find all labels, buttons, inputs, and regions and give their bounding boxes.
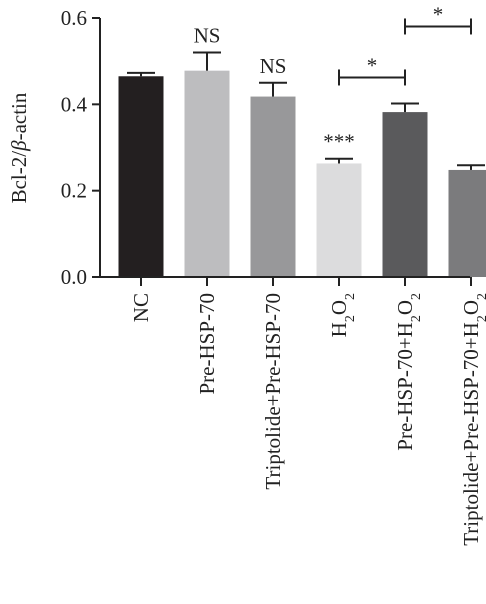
significance-label: NS xyxy=(194,24,221,48)
bar xyxy=(448,169,486,277)
y-axis: 0.0 0.2 0.4 0.6 xyxy=(61,6,101,289)
bar xyxy=(316,163,362,277)
significance-label: NS xyxy=(260,54,287,78)
x-axis: NC Pre-HSP-70 Triptolide+Pre-HSP-70 H2O2 Pre… xyxy=(99,276,486,546)
y-tick-label: 0.6 xyxy=(61,6,87,30)
x-tick-label: Triptolide+Pre-HSP-70 xyxy=(261,293,285,490)
significance-label: *** xyxy=(323,130,355,154)
y-tick-label: 0.2 xyxy=(61,179,87,203)
x-tick-label: Pre-HSP-70+H2O2 xyxy=(393,293,424,451)
y-axis-label: Bcl-2/β-actin xyxy=(7,92,31,203)
bracket-label: * xyxy=(433,2,444,26)
bars-group xyxy=(118,70,486,278)
bar xyxy=(118,76,164,278)
x-tick-label: Triptolide+Pre-HSP-70+H2O2 xyxy=(459,293,486,546)
x-tick-label: Pre-HSP-70 xyxy=(195,293,219,395)
x-tick-label: H2O2 xyxy=(327,293,358,337)
x-tick-label: NC xyxy=(129,293,153,322)
error-bars-group xyxy=(127,51,485,170)
y-tick-label: 0.0 xyxy=(61,265,87,289)
bracket-label: * xyxy=(367,53,378,77)
significance-bracket: * xyxy=(338,53,406,86)
significance-bracket: * xyxy=(404,2,472,35)
bar xyxy=(184,70,230,277)
bar xyxy=(250,96,296,278)
bar xyxy=(382,112,428,277)
y-tick-label: 0.4 xyxy=(61,92,88,116)
